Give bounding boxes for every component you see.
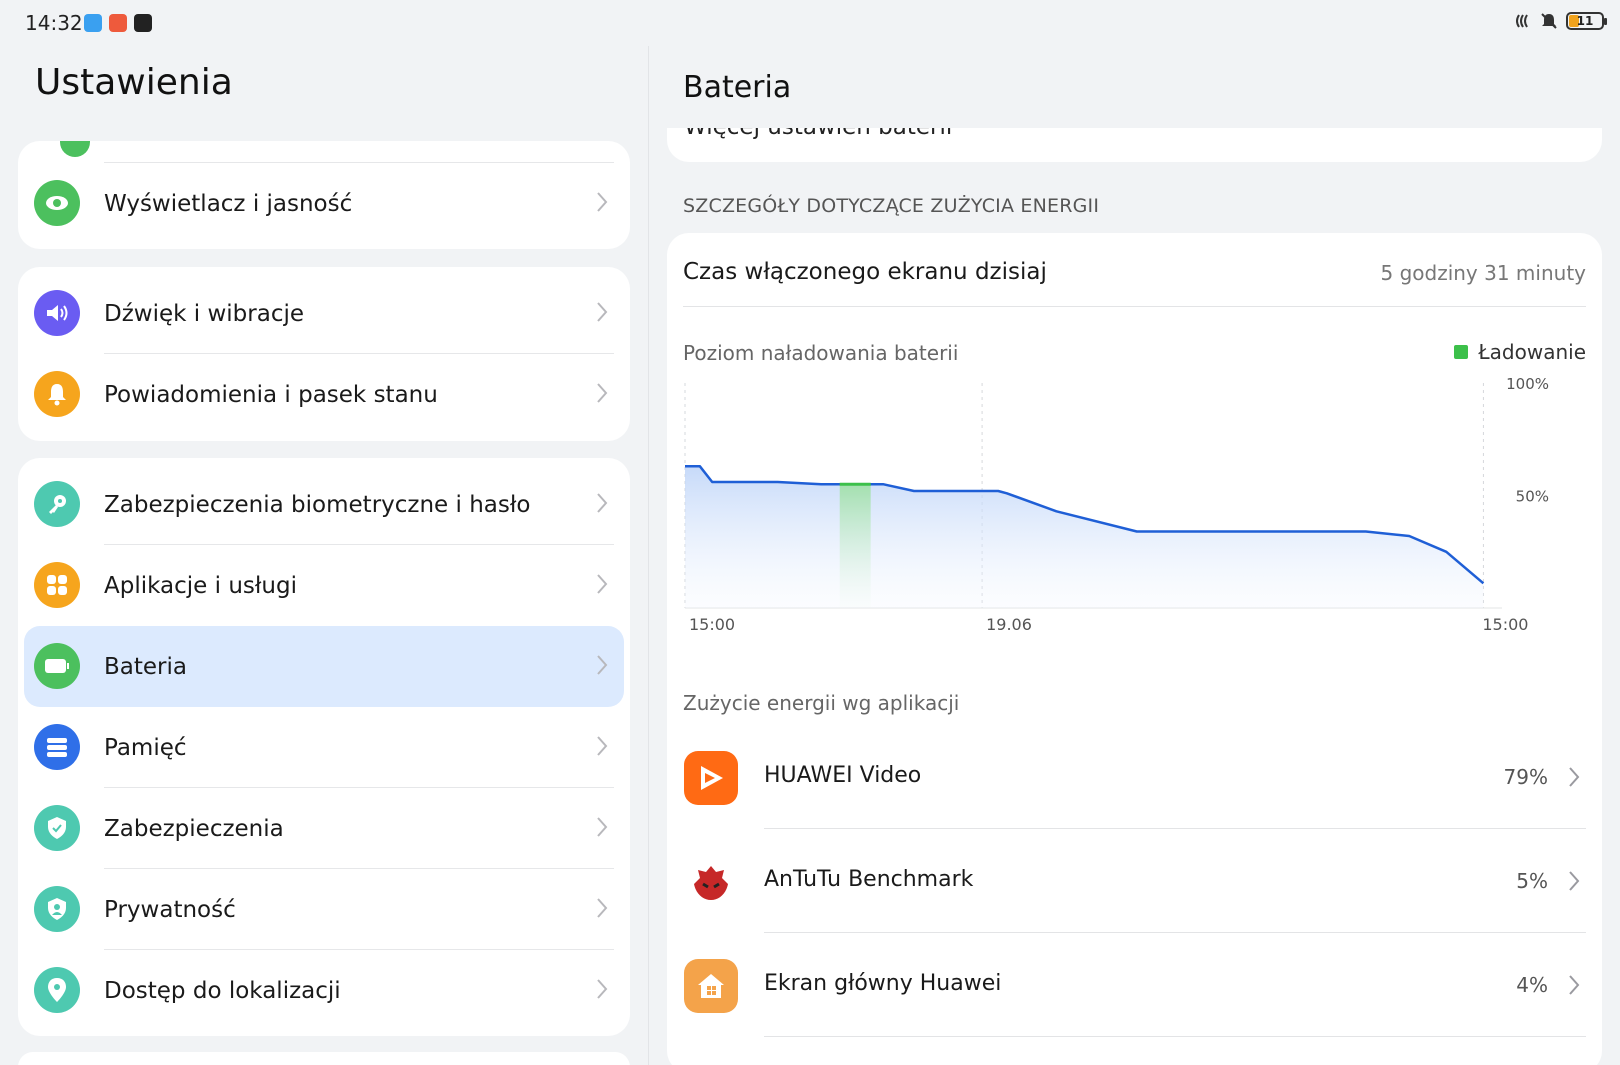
chevron-right-icon [597, 493, 608, 513]
settings-item-sound[interactable]: Dźwięk i wibracje [18, 273, 630, 354]
screen-time-label: Czas włączonego ekranu dzisiaj [683, 259, 1047, 285]
chevron-right-icon [597, 817, 608, 837]
apps-heading: Zużycie energii wg aplikacji [683, 691, 960, 715]
settings-item-label: Zabezpieczenia biometryczne i hasło [104, 491, 531, 518]
settings-group-next [18, 1052, 630, 1065]
chart-title: Poziom naładowania baterii [683, 341, 959, 365]
shield-icon [34, 805, 80, 851]
settings-item-label: Powiadomienia i pasek stanu [104, 381, 438, 408]
y-tick-label: 50% [1516, 488, 1549, 506]
settings-item-label: Pamięć [104, 734, 187, 761]
privacy-icon [34, 886, 80, 932]
chevron-right-icon [597, 192, 608, 212]
settings-item-label: Aplikacje i usługi [104, 572, 297, 599]
chevron-right-icon [597, 302, 608, 322]
speaker-icon [34, 290, 80, 336]
y-tick-label: 100% [1506, 375, 1549, 393]
screen-time-value: 5 godziny 31 minuty [1380, 261, 1586, 285]
eye-icon [34, 180, 80, 226]
antutu-icon [684, 855, 738, 909]
app-name: AnTuTu Benchmark [764, 867, 974, 892]
mute-icon [1541, 13, 1557, 29]
x-tick-label: 15:00 [689, 615, 735, 634]
app-usage-row[interactable]: Ekran główny Huawei 4% [667, 933, 1602, 1037]
settings-item-storage[interactable]: Pamięć [18, 707, 630, 788]
home-icon [684, 959, 738, 1013]
settings-group-display: Wyświetlacz i jasność [18, 141, 630, 249]
chevron-right-icon [597, 655, 608, 675]
battery-level-chart[interactable]: 15:00 19.06 15:00 100% 50% [667, 373, 1602, 893]
app-percent: 4% [1516, 973, 1548, 997]
chevron-right-icon [1569, 767, 1580, 787]
settings-item-notifications[interactable]: Powiadomienia i pasek stanu [18, 354, 630, 435]
legend-label: Ładowanie [1478, 340, 1586, 364]
chevron-right-icon [597, 574, 608, 594]
settings-item-security[interactable]: Zabezpieczenia [18, 788, 630, 869]
status-icons: 11 [1514, 12, 1607, 30]
pane-divider [648, 46, 649, 1065]
x-tick-label: 19.06 [986, 615, 1032, 634]
settings-title: Ustawienia [35, 62, 233, 103]
key-icon [34, 481, 80, 527]
settings-item-label: Dźwięk i wibracje [104, 300, 305, 327]
chart-legend: Ładowanie [1454, 340, 1586, 364]
settings-item-label: Prywatność [104, 896, 236, 923]
battery-line [685, 465, 1485, 585]
battery-alert-icon [109, 14, 127, 32]
bell-icon [34, 371, 80, 417]
status-bar: 14:32 11 [0, 0, 1620, 46]
legend-swatch [1454, 345, 1469, 359]
huawei-video-icon [684, 751, 738, 805]
app-usage-row[interactable]: AnTuTu Benchmark 5% [667, 829, 1602, 933]
settings-item-apps[interactable]: Aplikacje i usługi [18, 545, 630, 626]
settings-item-location[interactable]: Dostęp do lokalizacji [18, 950, 630, 1031]
settings-group-sound: Dźwięk i wibracje Powiadomienia i pasek … [18, 267, 630, 441]
energy-usage-card: Czas włączonego ekranu dzisiaj 5 godziny… [667, 233, 1602, 1065]
battery-page-title: Bateria [683, 70, 792, 105]
screen-time-row: Czas włączonego ekranu dzisiaj 5 godziny… [683, 233, 1586, 307]
status-time: 14:32 [25, 11, 83, 35]
chevron-right-icon [1569, 871, 1580, 891]
settings-item-display[interactable]: Wyświetlacz i jasność [18, 163, 630, 244]
location-pin-icon [34, 967, 80, 1013]
settings-item-biometrics[interactable]: Zabezpieczenia biometryczne i hasło [18, 464, 630, 545]
battery-icon [34, 643, 80, 689]
settings-item-label: Wyświetlacz i jasność [104, 190, 353, 217]
apps-grid-icon [34, 562, 80, 608]
app-usage-row[interactable]: HUAWEI Video 79% [667, 725, 1602, 829]
app-percent: 79% [1503, 765, 1548, 789]
battery-icon: 11 [1566, 12, 1607, 30]
x-tick-label: 15:00 [1482, 615, 1528, 634]
settings-item-label: Dostęp do lokalizacji [104, 977, 341, 1004]
section-heading: SZCZEGÓŁY DOTYCZĄCE ZUŻYCIA ENERGII [683, 195, 1100, 217]
chevron-right-icon [597, 383, 608, 403]
battery-level: 11 [1576, 14, 1594, 28]
chevron-right-icon [597, 979, 608, 999]
app-name: Ekran główny Huawei [764, 971, 1002, 996]
app-name: HUAWEI Video [764, 763, 922, 788]
settings-item-label: Bateria [104, 653, 187, 680]
settings-item-privacy[interactable]: Prywatność [18, 869, 630, 950]
charging-band [839, 484, 871, 608]
storage-icon [34, 724, 80, 770]
video-app-icon [134, 14, 152, 32]
chevron-right-icon [1569, 975, 1580, 995]
chevron-right-icon [597, 736, 608, 756]
battery-area [685, 466, 1484, 608]
chevron-right-icon [597, 898, 608, 918]
notes-app-icon [84, 14, 102, 32]
nfc-icon [1516, 14, 1528, 28]
settings-item-label: Zabezpieczenia [104, 815, 284, 842]
more-battery-settings-row[interactable]: Więcej ustawień baterii [667, 128, 1602, 162]
more-battery-settings-label: Więcej ustawień baterii [684, 128, 952, 140]
settings-item-battery[interactable]: Bateria [24, 626, 624, 707]
settings-group-system: Zabezpieczenia biometryczne i hasło Apli… [18, 458, 630, 1036]
app-percent: 5% [1516, 869, 1548, 893]
